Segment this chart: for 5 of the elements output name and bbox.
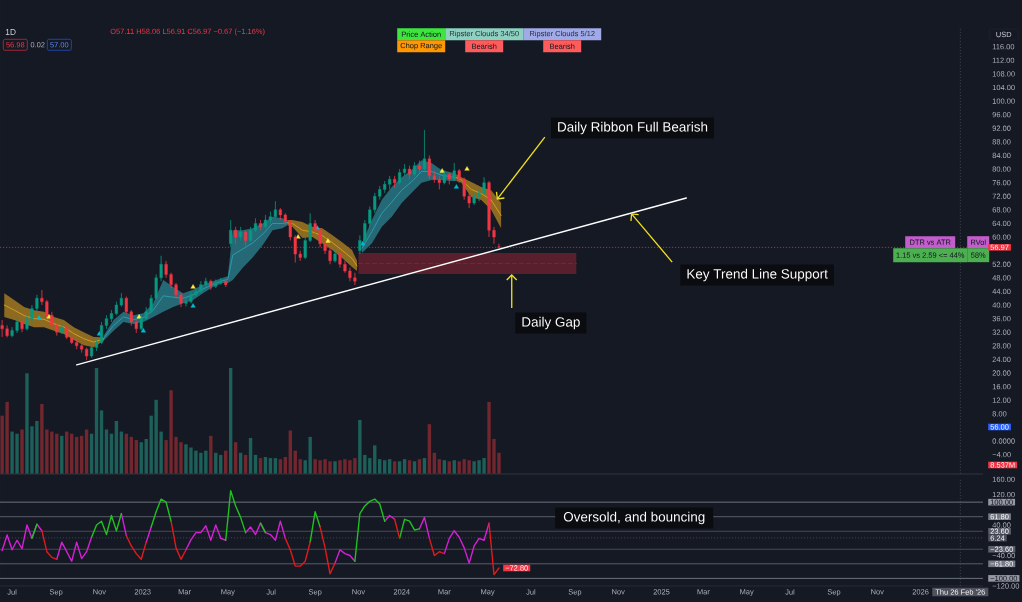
annotation: Daily Gap [522,316,580,330]
annotation: Key Trend Line Support [687,268,828,282]
annotation: Daily Ribbon Full Bearish [558,121,708,135]
annotation: Oversold, and bouncing [563,511,705,525]
chart-title: 1D [5,29,16,35]
